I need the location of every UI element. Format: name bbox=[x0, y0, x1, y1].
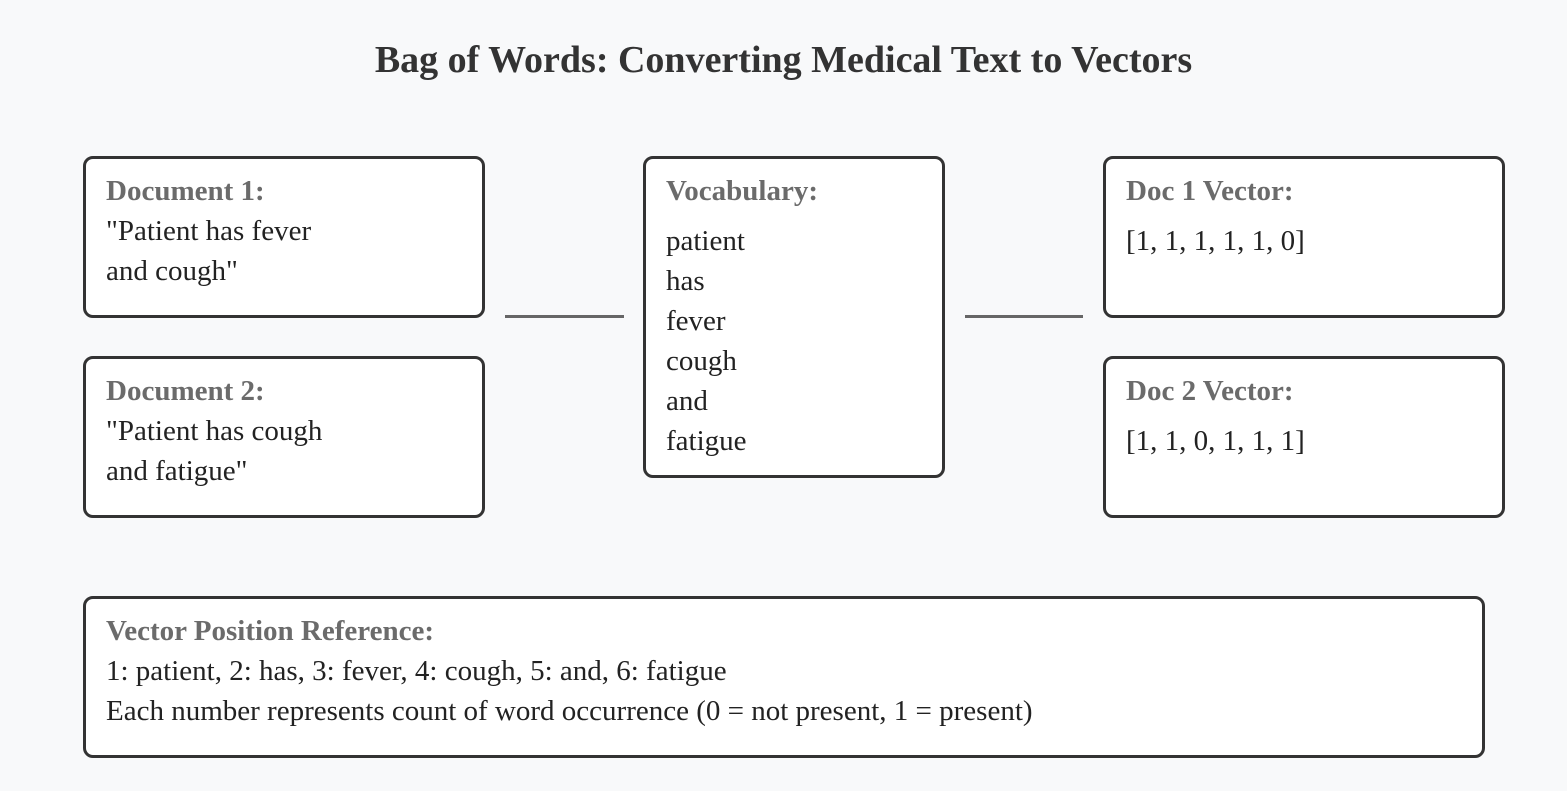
diagram-title: Bag of Words: Converting Medical Text to… bbox=[374, 39, 1193, 81]
document-1-box: Document 1: "Patient has fever and cough… bbox=[83, 156, 485, 318]
vocabulary-list: patient has fever cough and fatigue bbox=[666, 221, 922, 461]
document-2-heading: Document 2: bbox=[106, 375, 265, 407]
document-1-heading: Document 1: bbox=[106, 175, 265, 207]
vocabulary-word: and bbox=[666, 385, 708, 417]
doc-2-vector-heading: Doc 2 Vector: bbox=[1126, 375, 1294, 407]
doc-2-vector-box: Doc 2 Vector: [1, 1, 0, 1, 1, 1] bbox=[1103, 356, 1505, 518]
document-2-text-line: and fatigue" bbox=[106, 455, 248, 487]
vocabulary-word: cough bbox=[666, 345, 737, 377]
doc-1-vector-box: Doc 1 Vector: [1, 1, 1, 1, 1, 0] bbox=[1103, 156, 1505, 318]
reference-positions: 1: patient, 2: has, 3: fever, 4: cough, … bbox=[106, 655, 727, 687]
vocabulary-word: fever bbox=[666, 305, 726, 337]
doc-1-vector-value: [1, 1, 1, 1, 1, 0] bbox=[1126, 225, 1305, 257]
vocabulary-word: patient bbox=[666, 225, 745, 257]
documents-to-vocabulary-connector bbox=[505, 315, 624, 318]
document-1-text-line: "Patient has fever bbox=[106, 215, 312, 247]
vocabulary-heading: Vocabulary: bbox=[666, 175, 818, 207]
reference-explanation: Each number represents count of word occ… bbox=[106, 695, 1033, 727]
vector-position-reference-box: Vector Position Reference: 1: patient, 2… bbox=[83, 596, 1485, 758]
vocabulary-word: has bbox=[666, 265, 705, 297]
doc-2-vector-value: [1, 1, 0, 1, 1, 1] bbox=[1126, 425, 1305, 457]
reference-heading: Vector Position Reference: bbox=[106, 615, 435, 647]
document-2-box: Document 2: "Patient has cough and fatig… bbox=[83, 356, 485, 518]
document-2-text-line: "Patient has cough bbox=[106, 415, 323, 447]
vocabulary-to-vectors-connector bbox=[965, 315, 1083, 318]
vocabulary-word: fatigue bbox=[666, 425, 747, 457]
document-1-text-line: and cough" bbox=[106, 255, 238, 287]
doc-1-vector-heading: Doc 1 Vector: bbox=[1126, 175, 1294, 207]
vocabulary-box: Vocabulary: patient has fever cough and … bbox=[643, 156, 945, 478]
